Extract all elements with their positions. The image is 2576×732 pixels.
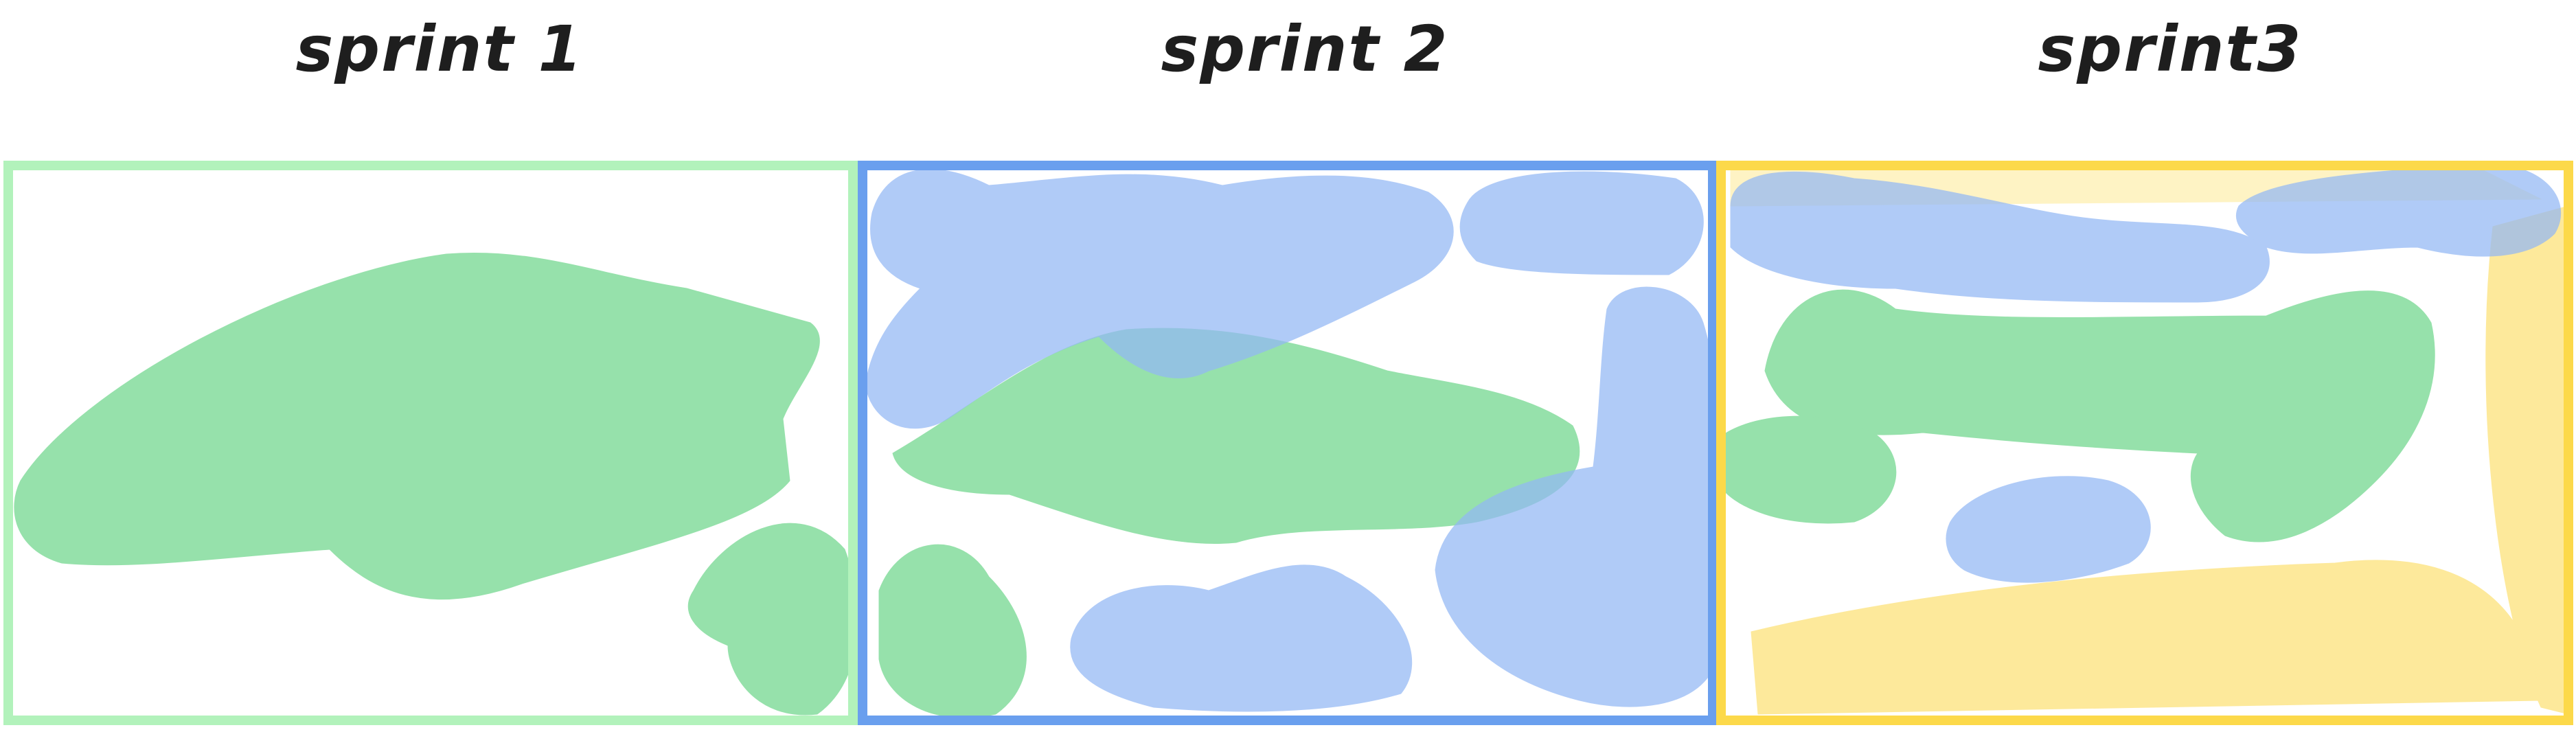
green-scribbles [14,252,2435,718]
blue-scribble-sprint3-blob [1946,476,2151,583]
yellow-scribble-bottom [1751,560,2542,715]
green-scribble-sprint2-lower [878,544,1027,718]
sprint-1-frame [3,161,858,725]
blue-scribble-sprint3-topright [2235,163,2562,257]
green-scribble-sprint1-lower [687,523,858,716]
green-scribble-sprint1-main [14,252,820,600]
blue-scribble-sprint2-bottom [1070,564,1413,712]
blue-scribbles [865,163,2562,712]
green-scribble-sprint3-top [1764,289,2435,542]
sprint-2-frame [858,161,1718,725]
blue-scribble-sprint2-topright [1459,171,1704,275]
sprint-3-title: sprint3 [2038,12,2303,86]
sprint-3-frame [1716,161,2573,725]
sprint-2-title: sprint 2 [1161,12,1449,86]
sprint-1-title: sprint 1 [295,12,584,86]
green-scribble-sprint3-left [1716,415,1897,524]
